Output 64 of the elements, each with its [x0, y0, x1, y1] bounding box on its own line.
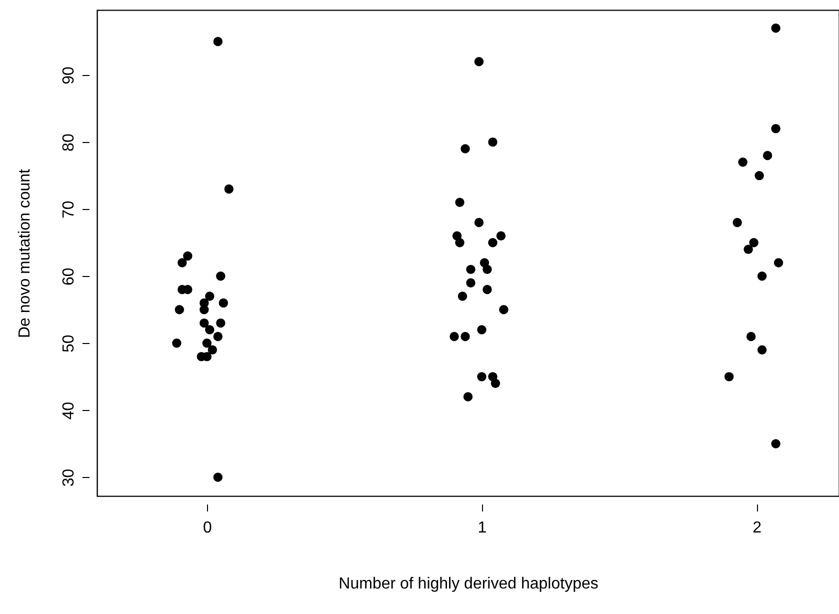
y-tick-label: 40 [60, 402, 78, 420]
y-tick-label: 30 [60, 468, 78, 487]
point [732, 218, 742, 228]
point [738, 158, 748, 167]
point [200, 305, 209, 314]
point [450, 332, 459, 342]
point [724, 372, 734, 382]
y-tick-label: 90 [60, 66, 78, 84]
point [183, 284, 192, 294]
y-tick-label: 50 [60, 334, 78, 353]
x-tick-label: 0 [202, 520, 212, 536]
point [213, 332, 223, 342]
point [482, 284, 492, 294]
point [213, 472, 223, 482]
y-axis-title: De novo mutation count [16, 168, 34, 338]
point [488, 137, 498, 147]
y-tick-label: 60 [60, 268, 78, 286]
point [490, 378, 500, 388]
point [474, 218, 484, 228]
point [774, 258, 784, 268]
point [477, 372, 486, 382]
point [463, 392, 473, 402]
point [455, 238, 464, 248]
point [208, 345, 218, 354]
point [200, 318, 209, 328]
point [216, 318, 226, 328]
point [499, 305, 508, 314]
x-tick-label: 1 [478, 520, 487, 536]
point [482, 264, 492, 274]
point [216, 272, 226, 281]
point [771, 24, 780, 33]
y-tick-label: 80 [60, 134, 78, 152]
point [466, 278, 476, 288]
point [746, 332, 756, 342]
point [455, 198, 464, 207]
point [771, 439, 780, 448]
point [205, 325, 214, 334]
point [460, 144, 470, 154]
point [466, 264, 476, 274]
point [474, 57, 484, 66]
point [205, 292, 214, 301]
point [460, 332, 470, 342]
point [458, 292, 468, 301]
point [218, 298, 228, 308]
point [477, 325, 486, 334]
point [757, 272, 767, 281]
point [172, 338, 182, 348]
point [183, 251, 192, 261]
point [757, 345, 767, 354]
point [488, 238, 498, 248]
point [496, 231, 506, 241]
y-tick-label: 70 [60, 200, 78, 218]
point [749, 238, 758, 248]
x-tick-label: 2 [752, 520, 762, 536]
point [754, 170, 764, 180]
point [213, 36, 223, 46]
point [224, 184, 234, 194]
point [744, 244, 753, 254]
point [762, 150, 772, 160]
point [202, 338, 212, 348]
point [771, 124, 780, 134]
point [178, 258, 187, 268]
x-axis-title: Number of highly derived haplotypes [338, 576, 598, 592]
point [174, 305, 184, 314]
